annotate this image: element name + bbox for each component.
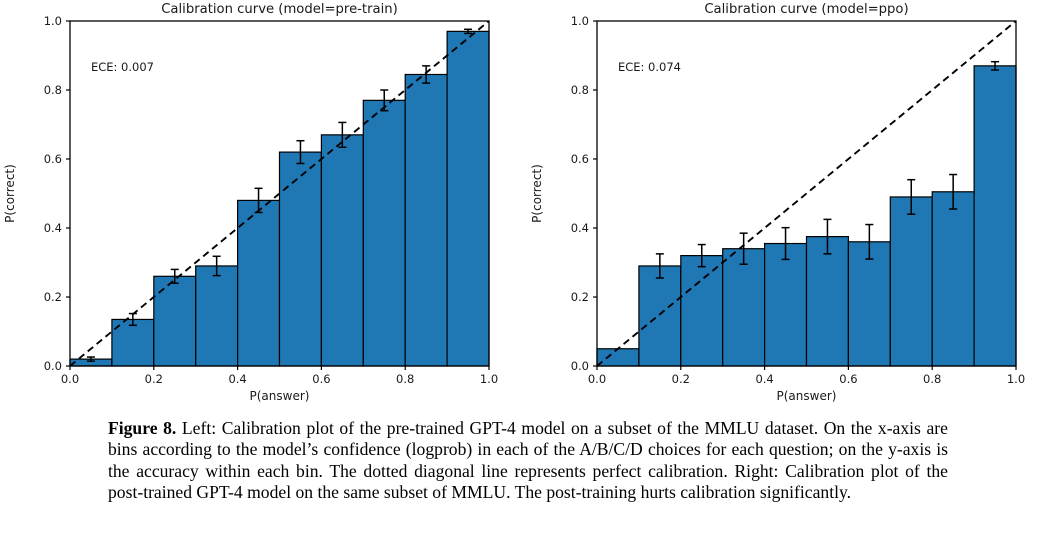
bar-bin-3: [195, 265, 239, 367]
bar-bin-5: [805, 236, 850, 367]
y-tick-label: 0.4: [44, 221, 62, 235]
bar-bin-2: [680, 255, 724, 367]
x-tick-label: 0.2: [145, 372, 163, 386]
chart-title: Calibration curve (model=pre-train): [161, 2, 398, 17]
bar-bin-6: [320, 134, 364, 367]
x-tick-label: 0.0: [61, 372, 79, 386]
ece-annotation: ECE: 0.074: [618, 60, 681, 74]
error-bar-bin-6: [865, 223, 874, 260]
error-bar-bin-8: [949, 173, 958, 210]
x-tick-label: 0.4: [228, 372, 246, 386]
y-tick-label: 0.8: [44, 83, 62, 97]
x-tick-label: 1.0: [480, 372, 498, 386]
bar-bin-0: [596, 348, 640, 367]
y-tick-label: 0.0: [44, 359, 62, 373]
perfect-calibration-line: [596, 20, 1017, 367]
error-bar-bin-9: [464, 28, 473, 35]
bar-bin-2: [153, 275, 197, 367]
error-bar-bin-1: [128, 312, 137, 327]
x-tick-label: 1.0: [1007, 372, 1025, 386]
error-bar-bin-5: [823, 218, 832, 255]
error-bar-bin-4: [254, 187, 263, 214]
figure-caption-text: Left: Calibration plot of the pre-traine…: [108, 418, 948, 503]
x-axis-label: P(answer): [250, 389, 310, 403]
x-tick-label: 0.6: [839, 372, 857, 386]
x-axis-label: P(answer): [777, 389, 837, 403]
y-tick-label: 0.0: [571, 359, 589, 373]
x-tick-label: 0.6: [312, 372, 330, 386]
calibration-chart-ppo: 0.0 0.2 0.4 0.6 0.8 1.0 0.0 0.2 0.4 0.6 0.8 1.0 Cali…: [530, 2, 1025, 403]
bar-bin-8: [931, 191, 975, 367]
bar-bin-1: [638, 265, 682, 367]
plot-border: [69, 20, 490, 367]
y-tick-label: 0.2: [571, 290, 589, 304]
error-bar-bin-6: [338, 121, 347, 149]
y-tick-label: 0.6: [44, 152, 62, 166]
error-bar-bin-5: [296, 139, 305, 165]
perfect-calibration-line: [69, 20, 490, 367]
x-tick-label: 0.2: [672, 372, 690, 386]
y-tick-label: 0.2: [44, 290, 62, 304]
y-axis-label: P(correct): [530, 164, 544, 223]
error-bar-bin-8: [422, 65, 431, 84]
error-bar-bin-7: [907, 178, 916, 215]
y-tick-label: 0.8: [571, 83, 589, 97]
error-bar-bin-7: [380, 89, 389, 112]
error-bar-bin-2: [170, 268, 179, 284]
error-bar-bin-9: [991, 60, 1000, 71]
calibration-chart-pretrain: 0.0 0.2 0.4 0.6 0.8 1.0 0.0 0.2 0.4 0.6 0.8 1.0 Cali…: [3, 2, 498, 403]
bar-bin-8: [404, 73, 448, 367]
bar-bin-9: [973, 65, 1017, 367]
chart-title: Calibration curve (model=ppo): [704, 2, 908, 17]
x-tick-label: 0.8: [923, 372, 941, 386]
error-bar-bin-0: [86, 356, 95, 362]
error-bar-bin-1: [655, 253, 664, 279]
error-bar-bin-3: [739, 232, 748, 265]
plot-border: [596, 20, 1017, 367]
figure-caption: Figure 8. Left: Calibration plot of the …: [108, 418, 948, 504]
y-tick-label: 1.0: [571, 14, 589, 28]
bar-bin-7: [889, 196, 933, 367]
bar-bin-4: [764, 242, 808, 367]
error-bar-bin-3: [212, 255, 221, 277]
figure-caption-label: Figure 8.: [108, 418, 177, 438]
y-axis-label: P(correct): [3, 164, 17, 223]
x-tick-label: 0.4: [755, 372, 773, 386]
y-tick-label: 0.6: [571, 152, 589, 166]
bar-bin-7: [362, 99, 406, 367]
y-tick-label: 0.4: [571, 221, 589, 235]
charts-row: 0.0 0.2 0.4 0.6 0.8 1.0 0.0 0.2 0.4 0.6 0.8 1.0 Cali…: [3, 2, 1025, 403]
bar-bin-3: [722, 248, 766, 367]
bar-bin-9: [446, 30, 490, 367]
bar-bin-6: [847, 241, 891, 367]
y-tick-label: 1.0: [44, 14, 62, 28]
x-tick-label: 0.0: [588, 372, 606, 386]
error-bar-bin-2: [697, 243, 706, 268]
error-bar-bin-4: [781, 226, 790, 261]
bar-bin-4: [237, 199, 281, 367]
x-tick-label: 0.8: [396, 372, 414, 386]
bar-bin-5: [278, 151, 323, 367]
ece-annotation: ECE: 0.007: [91, 60, 154, 74]
